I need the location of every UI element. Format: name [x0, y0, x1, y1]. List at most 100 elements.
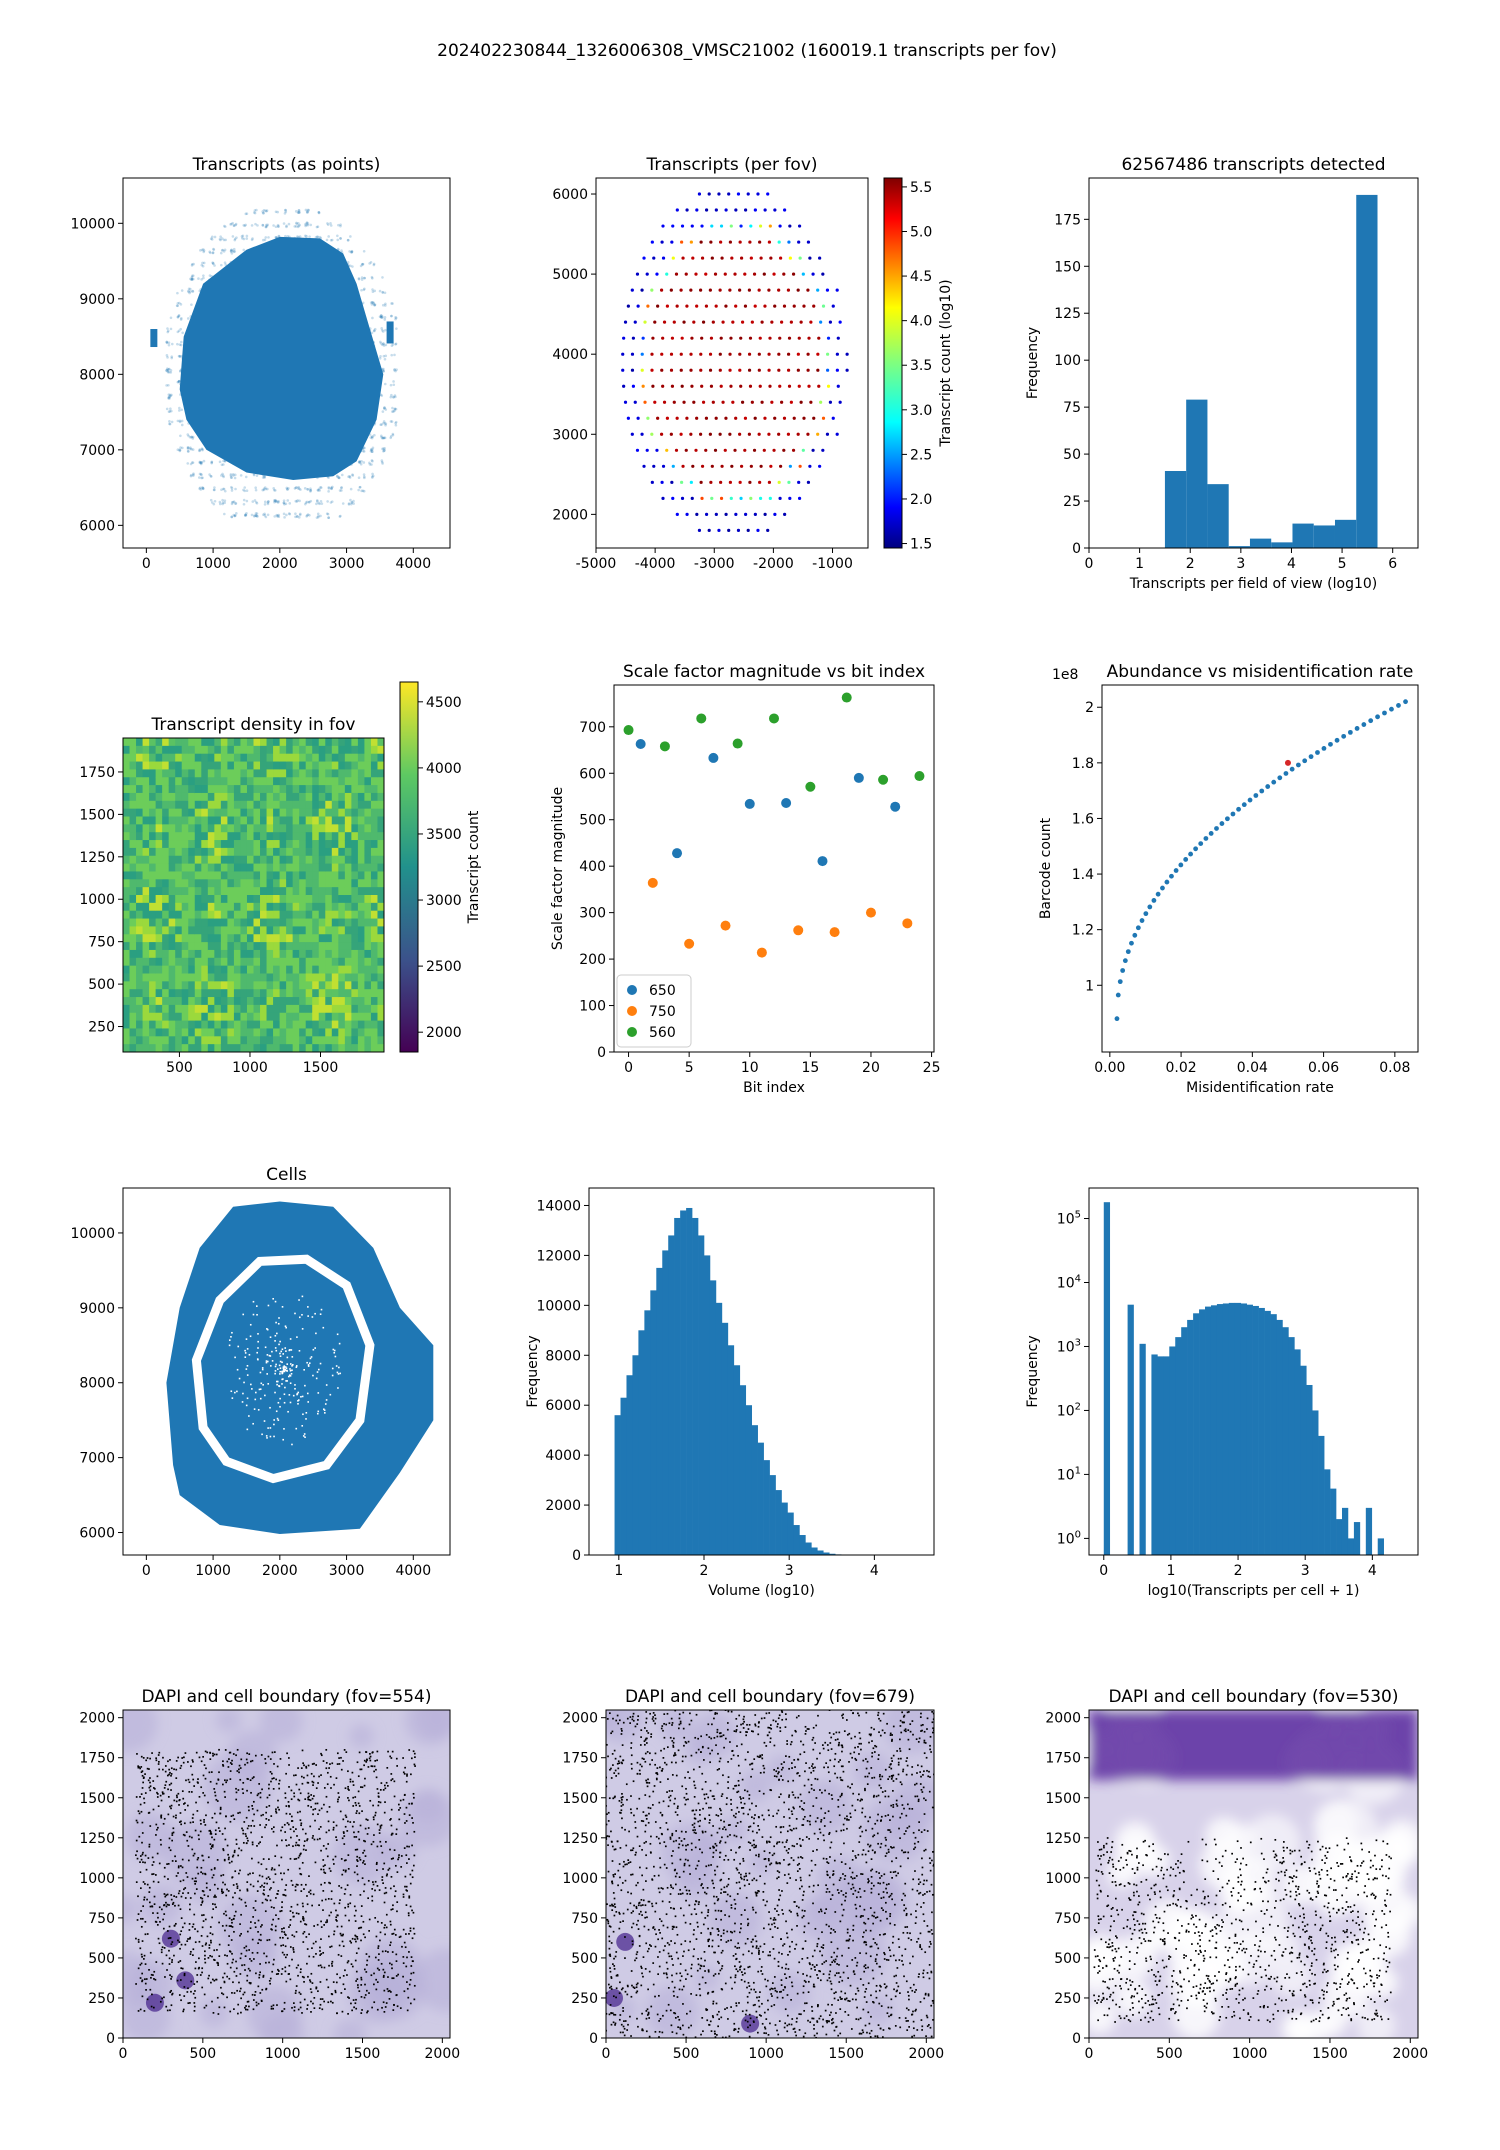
heatmap-cell: [220, 910, 228, 919]
heatmap-cell: [233, 1004, 241, 1014]
heatmap-cell: [162, 1036, 170, 1045]
heatmap-cell: [331, 949, 339, 959]
transcript-point: [253, 211, 257, 215]
heatmap-cell: [292, 769, 300, 778]
transcript-point: [180, 340, 183, 344]
heatmap-cell: [331, 753, 339, 762]
transcript-point: [368, 461, 371, 465]
cells-gap: [289, 1338, 292, 1340]
heatmap-cell: [142, 847, 150, 857]
heatmap-cell: [162, 777, 170, 786]
heatmap-cell: [299, 738, 307, 747]
cells-gap: [234, 1391, 236, 1394]
fov-point: [738, 352, 742, 356]
histogram-bar: [1318, 1435, 1325, 1555]
heatmap-cell: [364, 934, 372, 943]
transcript-point: [264, 225, 268, 229]
heatmap-cell: [149, 808, 157, 817]
transcript-point: [362, 249, 366, 253]
heatmap-cell: [188, 926, 196, 935]
histogram-bar: [698, 1235, 705, 1555]
heatmap-cell: [370, 840, 378, 849]
heatmap-cell: [273, 847, 280, 857]
heatmap-cell: [194, 887, 202, 896]
fov-point: [739, 224, 743, 228]
histogram-bar: [727, 1345, 735, 1555]
transcript-point: [282, 501, 286, 505]
heatmap-cell: [344, 871, 352, 880]
scatter-point: [1241, 802, 1247, 808]
heatmap-cell: [377, 824, 385, 833]
fov-point: [786, 368, 791, 372]
cells-gap: [273, 1435, 275, 1438]
transcript-point: [191, 437, 195, 440]
transcript-point: [379, 423, 383, 426]
panel-6: 0.00 0.02 0.04 0.06 0.0811.21.41.61.82Abunda…: [1038, 662, 1419, 1096]
transcript-point: [296, 487, 300, 490]
scatter-point: [1277, 775, 1283, 781]
heatmap-cell: [331, 840, 339, 849]
heatmap-cell: [338, 785, 346, 794]
heatmap-cell: [286, 887, 294, 896]
heatmap-cell: [312, 738, 320, 747]
histogram-bar: [721, 1322, 729, 1555]
heatmap-cell: [344, 777, 352, 786]
transcript-point: [178, 420, 182, 424]
scatter-point: [756, 947, 767, 958]
transcript-point: [229, 473, 233, 476]
fov-point: [786, 288, 791, 292]
heatmap-cell: [227, 777, 235, 786]
transcript-point: [282, 512, 286, 516]
y-tick-label: 150: [1054, 259, 1081, 275]
heatmap-cell: [207, 965, 215, 974]
y-axis-label: Frequency: [1025, 327, 1041, 399]
transcript-point: [370, 459, 374, 462]
cells-gap: [291, 1369, 293, 1372]
heatmap-cell: [201, 1044, 209, 1053]
fov-point: [689, 288, 693, 292]
transcript-point: [191, 474, 195, 477]
heatmap-cell: [207, 1004, 215, 1014]
fov-point: [738, 288, 742, 292]
heatmap-cell: [377, 949, 385, 959]
transcript-point: [384, 422, 388, 426]
heatmap-cell: [305, 769, 313, 778]
heatmap-cell: [136, 887, 143, 896]
heatmap-cell: [312, 777, 320, 786]
cell-boundary-point: [367, 1897, 370, 1900]
heatmap-cell: [214, 792, 222, 802]
transcript-point: [210, 235, 214, 239]
heatmap-cell: [214, 1036, 222, 1045]
fov-point: [699, 432, 703, 436]
heatmap-cell: [155, 832, 163, 841]
fov-point: [763, 208, 767, 212]
transcript-point: [383, 382, 387, 386]
heatmap-cell: [312, 997, 320, 1006]
transcript-point: [243, 224, 247, 228]
heatmap-cell: [129, 887, 137, 896]
transcript-point: [230, 248, 233, 252]
heatmap-cell: [318, 902, 326, 912]
fov-point: [659, 288, 664, 292]
cells-gap: [278, 1317, 280, 1319]
heatmap-cell: [377, 965, 385, 974]
heatmap-cell: [233, 1028, 241, 1037]
histogram-bar: [686, 1207, 693, 1555]
heatmap-cell: [260, 949, 267, 959]
transcript-point: [210, 501, 214, 504]
heatmap-cell: [312, 879, 320, 888]
heatmap-cell: [214, 1012, 222, 1021]
heatmap-cell: [246, 895, 254, 904]
transcript-point: [393, 368, 396, 372]
heatmap-cell: [136, 840, 143, 849]
transcript-point: [233, 476, 237, 480]
heatmap-cell: [123, 745, 130, 755]
heatmap-cell: [175, 989, 183, 998]
transcript-point: [219, 235, 222, 239]
cell-boundary-point: [349, 1821, 352, 1823]
heatmap-cell: [312, 832, 320, 841]
transcript-point: [254, 222, 257, 226]
heatmap-cell: [123, 942, 130, 951]
heatmap-cell: [162, 816, 170, 825]
fov-point: [689, 368, 693, 372]
